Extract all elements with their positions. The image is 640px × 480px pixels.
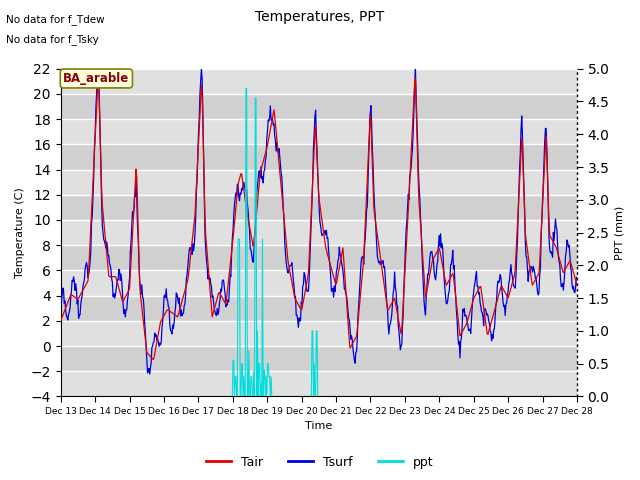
Bar: [61, 296, 577, 321]
Bar: [61, 69, 577, 94]
Text: Temperatures, PPT: Temperatures, PPT: [255, 10, 385, 24]
Bar: [61, 94, 577, 119]
Bar: [61, 169, 577, 195]
Y-axis label: PPT (mm): PPT (mm): [615, 205, 625, 260]
Legend: Tair, Tsurf, ppt: Tair, Tsurf, ppt: [202, 451, 438, 474]
Bar: [61, 346, 577, 371]
Text: BA_arable: BA_arable: [63, 72, 129, 85]
Text: No data for f_Tdew: No data for f_Tdew: [6, 14, 105, 25]
Bar: [61, 270, 577, 296]
Bar: [61, 371, 577, 396]
Bar: [61, 245, 577, 270]
Y-axis label: Temperature (C): Temperature (C): [15, 187, 25, 278]
Bar: [61, 119, 577, 144]
Bar: [61, 220, 577, 245]
Bar: [61, 144, 577, 169]
Text: No data for f_Tsky: No data for f_Tsky: [6, 34, 99, 45]
Bar: [61, 195, 577, 220]
Bar: [61, 321, 577, 346]
X-axis label: Time: Time: [305, 421, 332, 432]
